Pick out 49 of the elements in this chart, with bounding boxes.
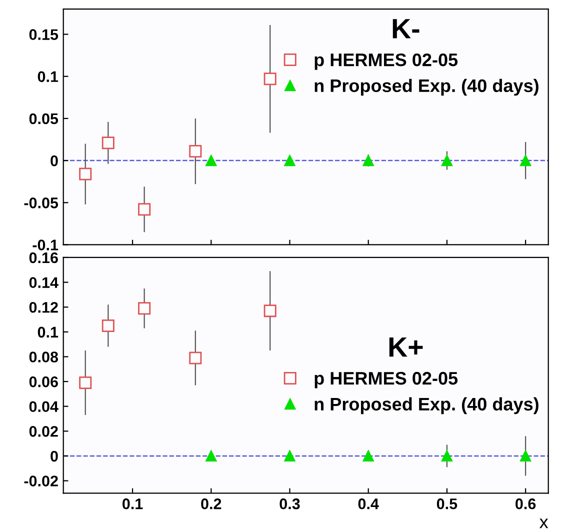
- point: [102, 136, 114, 150]
- y-tick-label: 0.12: [29, 302, 58, 313]
- point: [284, 450, 296, 462]
- point: [102, 319, 114, 332]
- point: [520, 450, 532, 462]
- y-tick-label: 0.08: [29, 352, 58, 362]
- legend-title: K-: [392, 19, 420, 38]
- point: [79, 376, 92, 390]
- y-tick-label: 0.06: [29, 376, 58, 388]
- point: [441, 154, 453, 166]
- point: [138, 203, 151, 216]
- point: [206, 450, 217, 462]
- legend-label: n Proposed Exp. (40 days): [314, 78, 538, 96]
- y-tick-label: 0.04: [29, 401, 58, 412]
- legend-label: n Proposed Exp. (40 days): [314, 397, 538, 414]
- y-tick-label: 0: [50, 155, 58, 166]
- y-tick-label: 0.1: [38, 71, 58, 82]
- point: [362, 450, 374, 462]
- y-tick-label: 0: [50, 450, 58, 462]
- x-tick-label: 0.6: [516, 498, 536, 510]
- x-tick-label: 0.4: [358, 498, 379, 510]
- x-axis-title: x: [540, 518, 548, 528]
- point: [138, 302, 151, 315]
- y-tick-label: 0.16: [29, 252, 58, 264]
- x-tick-label: 0.1: [122, 498, 143, 510]
- legend-label: p HERMES 02-05: [314, 53, 458, 70]
- x-tick-label: 0.3: [280, 498, 300, 510]
- x-tick-label: 0.5: [436, 498, 458, 510]
- y-tick-label: 0.15: [29, 29, 58, 40]
- point: [264, 304, 276, 318]
- point: [189, 145, 202, 158]
- y-tick-label: 0.14: [29, 277, 58, 288]
- y-tick-label: 0.1: [38, 326, 58, 338]
- point: [441, 450, 453, 462]
- y-tick-label: 0.02: [29, 426, 58, 437]
- x-tick-label: 0.2: [201, 498, 222, 510]
- y-tick-label: 0.05: [29, 113, 58, 124]
- point: [284, 154, 296, 166]
- point: [79, 168, 92, 180]
- y-tick-label: -0.02: [24, 476, 58, 486]
- point: [189, 352, 202, 364]
- y-tick-label: -0.1: [32, 240, 58, 250]
- point: [264, 72, 276, 86]
- legend-title: K+: [389, 338, 423, 357]
- y-tick-label: -0.05: [24, 198, 58, 208]
- point: [206, 154, 217, 166]
- point: [362, 154, 374, 166]
- point: [520, 154, 532, 166]
- legend-label: p HERMES 02-05: [314, 372, 458, 388]
